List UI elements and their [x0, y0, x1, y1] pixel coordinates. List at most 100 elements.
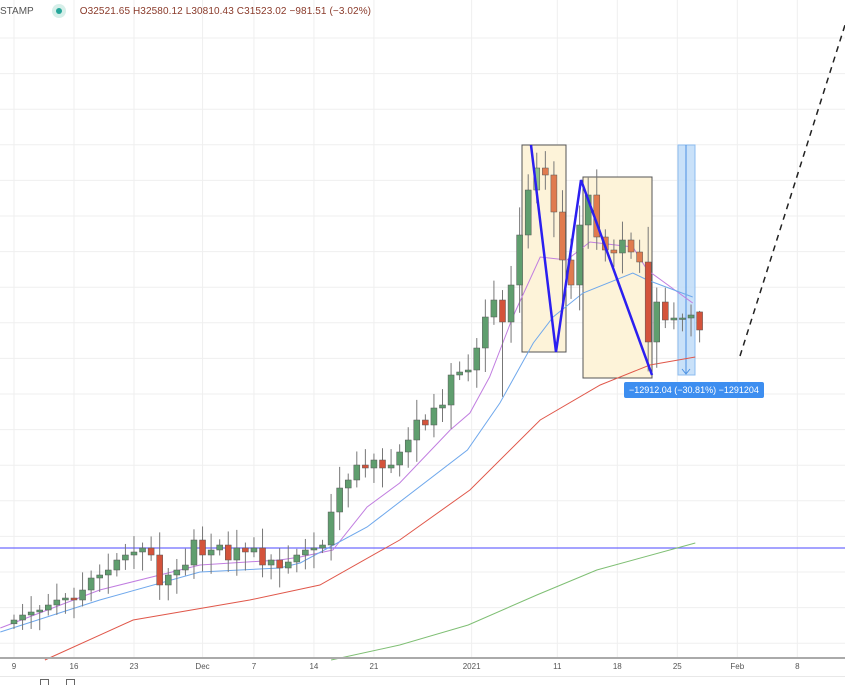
- candle: [105, 553, 112, 594]
- candle-body-up: [62, 597, 69, 601]
- candle-body-up: [96, 574, 103, 579]
- x-tick-label: 11: [553, 662, 562, 671]
- candle-body-down: [199, 539, 206, 556]
- candle-body-up: [387, 464, 395, 469]
- candle-body-up: [404, 439, 412, 453]
- candle: [173, 558, 181, 594]
- candle: [507, 265, 515, 343]
- candle: [662, 287, 669, 329]
- candle-body-up: [284, 561, 292, 569]
- candle: [139, 542, 146, 571]
- candle: [353, 451, 361, 488]
- x-tick-label: 14: [309, 662, 318, 671]
- x-tick-label: 18: [613, 662, 622, 671]
- candle: [439, 389, 446, 422]
- candle: [70, 587, 78, 619]
- candle: [559, 190, 566, 303]
- candle: [284, 545, 292, 574]
- candle: [447, 363, 455, 429]
- symbol-name[interactable]: STAMP: [0, 5, 34, 17]
- candle-body-up: [45, 604, 52, 611]
- candle-body-up: [516, 234, 523, 286]
- candle-body-down: [422, 419, 429, 426]
- candle: [644, 226, 652, 372]
- candle: [413, 399, 421, 462]
- candle: [379, 448, 386, 488]
- candle-body-up: [10, 619, 18, 625]
- candle-body-up: [679, 317, 686, 320]
- candle: [62, 593, 69, 614]
- candle-body-up: [173, 569, 181, 576]
- market-status-icon: [51, 4, 66, 18]
- candle-body-up: [302, 549, 309, 556]
- bottom-toolbar: [0, 676, 845, 685]
- candle-body-up: [19, 614, 26, 621]
- candle: [156, 532, 163, 600]
- symbol-legend: STAMP O32521.65 H32580.12 L30810.43 C315…: [0, 4, 371, 18]
- candle: [679, 313, 686, 332]
- candle-body-down: [542, 167, 549, 176]
- candle-body-up: [79, 589, 86, 601]
- candle: [233, 529, 241, 576]
- ma-medium-line: [0, 272, 693, 633]
- candle-body-up: [319, 544, 326, 549]
- candle: [387, 449, 395, 474]
- toolbar-icon[interactable]: [40, 679, 49, 685]
- x-tick-label: 7: [252, 662, 257, 671]
- x-tick-label: 8: [795, 662, 800, 671]
- candle: [627, 232, 635, 259]
- candle: [302, 538, 309, 570]
- candle-body-down: [550, 174, 558, 213]
- candle: [319, 539, 326, 554]
- candle: [207, 533, 215, 574]
- candle-body-up: [139, 547, 146, 553]
- candle-body-up: [439, 404, 446, 409]
- candle: [344, 473, 352, 508]
- candle: [550, 161, 558, 238]
- candle-body-up: [670, 317, 678, 321]
- candle: [696, 310, 703, 343]
- calendar-icon[interactable]: [66, 679, 75, 685]
- candle-body-up: [216, 544, 223, 551]
- candle-body-up: [105, 569, 112, 576]
- candle-body-up: [464, 369, 472, 373]
- candle-body-up: [122, 554, 129, 561]
- candle: [19, 603, 26, 630]
- candle: [336, 466, 343, 531]
- projection-dashed-line[interactable]: [739, 24, 845, 357]
- x-tick-label: 9: [12, 662, 17, 671]
- candle-body-down: [156, 554, 163, 586]
- candle-body-down: [559, 211, 566, 261]
- candle-body-up: [482, 316, 489, 349]
- candle: [310, 532, 318, 569]
- candle-body-up: [310, 547, 318, 551]
- candle-body-up: [653, 301, 660, 343]
- zigzag-line[interactable]: [529, 144, 654, 376]
- ma-slow-line: [44, 356, 696, 661]
- candle-body-up: [87, 577, 95, 591]
- candle-body-up: [396, 451, 403, 466]
- candle-body-up: [447, 374, 455, 406]
- candle-body-down: [225, 544, 232, 561]
- candle-body-up: [344, 479, 352, 489]
- candle: [225, 531, 232, 572]
- candle-body-up: [267, 559, 275, 566]
- candle-body-down: [362, 464, 369, 469]
- candle-body-up: [473, 347, 481, 371]
- candle-body-up: [36, 609, 43, 613]
- candle: [524, 174, 532, 249]
- candle: [96, 564, 103, 592]
- candle: [113, 553, 121, 577]
- candle: [482, 299, 489, 373]
- candle-body-up: [413, 419, 421, 441]
- x-tick-label: Dec: [195, 662, 209, 671]
- candle: [147, 536, 155, 561]
- candle: [267, 554, 275, 580]
- candle: [190, 529, 198, 579]
- candle: [165, 568, 172, 601]
- candle-body-up: [430, 407, 438, 426]
- candle: [327, 493, 335, 561]
- candle: [122, 543, 129, 570]
- candle-body-up: [53, 599, 61, 606]
